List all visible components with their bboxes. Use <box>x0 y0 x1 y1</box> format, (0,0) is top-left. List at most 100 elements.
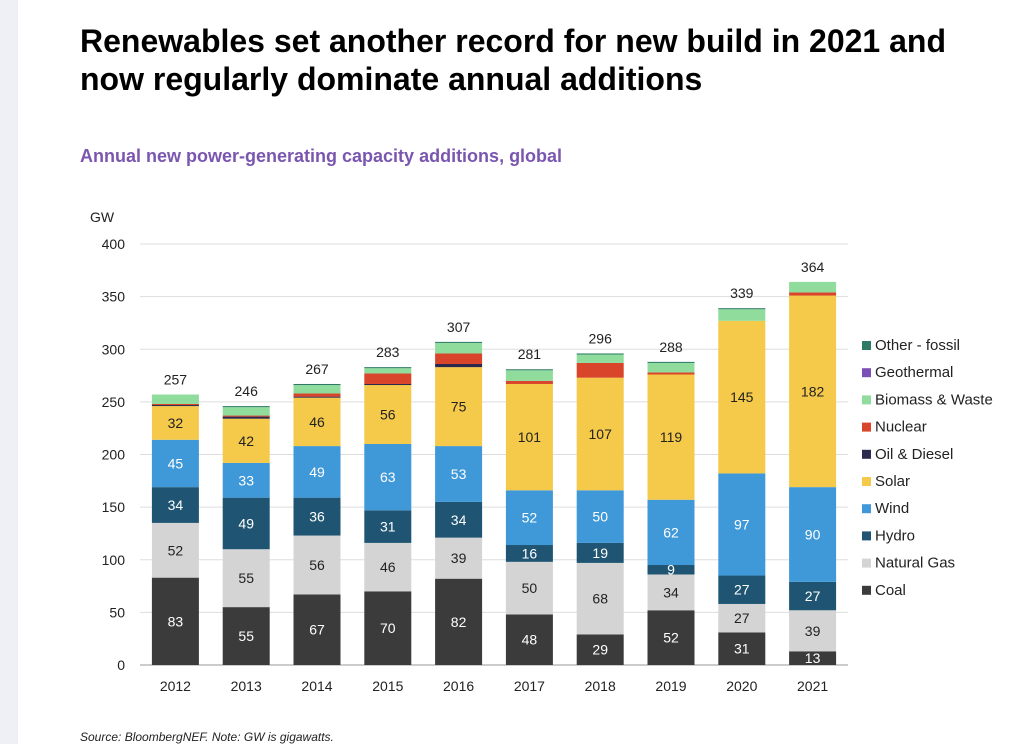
data-label: 33 <box>238 472 254 488</box>
bar-segment-oil-diesel <box>293 396 341 398</box>
bar-2019: 52 34 9 62 119 288 <box>647 339 695 665</box>
bar-segment-solar <box>293 397 341 447</box>
bar-segment-natural-gas <box>576 562 624 635</box>
left-edge-strip <box>0 0 18 744</box>
bar-segment-hydro <box>222 497 270 550</box>
bar-segment-biomass-waste <box>718 309 766 321</box>
legend-label: Geothermal <box>875 364 953 381</box>
bar-segment-wind <box>222 462 270 498</box>
bar-segment-other-fossil <box>576 353 624 355</box>
bar-segment-natural-gas <box>505 561 553 615</box>
bar-segment-other-fossil <box>505 369 553 371</box>
bar-segment-natural-gas <box>435 537 483 579</box>
legend-label: Oil & Diesel <box>875 446 953 463</box>
data-label: 32 <box>168 415 184 431</box>
data-label: 34 <box>663 584 679 600</box>
data-label: 50 <box>592 509 608 525</box>
data-label: 29 <box>592 642 608 658</box>
bar-2013: 55 55 49 33 42 246 <box>222 383 270 665</box>
bar-total-label: 364 <box>801 259 825 275</box>
data-label: 31 <box>734 641 750 657</box>
bar-segment-other-fossil <box>222 406 270 408</box>
bar-segment-wind <box>151 439 199 488</box>
bar-segment-nuclear <box>435 353 483 364</box>
data-label: 56 <box>380 407 396 423</box>
y-tick-label: 150 <box>102 499 126 515</box>
page-title: Renewables set another record for new bu… <box>80 23 946 97</box>
legend-swatch <box>862 422 871 432</box>
bar-segment-biomass-waste <box>789 281 837 293</box>
legend-swatch <box>862 395 871 405</box>
x-tick-label: 2020 <box>726 678 757 694</box>
bar-segment-nuclear <box>789 292 837 296</box>
data-label: 27 <box>805 588 821 604</box>
bar-segment-nuclear <box>151 403 199 406</box>
legend: Other - fossil Geothermal Biomass & Waste N… <box>862 337 993 599</box>
bar-2016: 82 39 34 53 75 307 <box>435 319 483 665</box>
bar-segment-hydro <box>647 565 695 575</box>
y-tick-label: 300 <box>102 341 126 357</box>
data-label: 52 <box>663 630 679 646</box>
bar-segment-solar <box>789 295 837 488</box>
bar-segment-hydro <box>151 487 199 523</box>
data-label: 9 <box>667 562 675 578</box>
bar-segment-wind <box>647 499 695 566</box>
data-label: 52 <box>168 542 184 558</box>
bar-segment-coal <box>718 632 766 665</box>
data-label: 70 <box>380 620 396 636</box>
bar-segment-nuclear <box>576 362 624 378</box>
y-tick-label: 250 <box>102 394 126 410</box>
bar-segment-oil-diesel <box>151 405 199 407</box>
legend-item: Coal <box>862 582 906 599</box>
bar-segment-solar <box>151 406 199 440</box>
y-axis-label: GW <box>90 209 115 225</box>
bar-total-label: 281 <box>518 346 542 362</box>
source-note: Source: BloombergNEF. Note: GW is gigawa… <box>80 730 334 744</box>
bar-2020: 31 27 27 97 145 339 <box>718 285 766 665</box>
data-label: 75 <box>451 399 467 415</box>
data-label: 97 <box>734 516 750 532</box>
chart-title: Annual new power-generating capacity add… <box>80 146 563 166</box>
legend-item: Wind <box>862 500 909 517</box>
x-tick-label: 2018 <box>585 678 616 694</box>
x-tick-label: 2019 <box>655 678 686 694</box>
data-label: 90 <box>805 526 821 542</box>
bar-segment-biomass-waste <box>222 407 270 416</box>
data-label: 145 <box>730 389 754 405</box>
legend-item: Solar <box>862 473 910 490</box>
data-label: 46 <box>309 414 325 430</box>
data-label: 42 <box>238 433 254 449</box>
bar-segment-coal <box>151 577 199 665</box>
bar-segment-solar <box>364 385 412 444</box>
legend-swatch <box>862 368 871 378</box>
x-axis-ticks: 2012 2013 2014 2015 2016 2017 2018 2019 2020 2021 <box>160 678 829 694</box>
bar-segment-solar <box>435 367 483 447</box>
bar-segment-other-fossil <box>435 341 483 343</box>
data-label: 16 <box>522 545 538 561</box>
bar-segment-biomass-waste <box>435 342 483 354</box>
legend-item: Oil & Diesel <box>862 446 953 463</box>
bar-segment-other-fossil <box>364 367 412 369</box>
bar-segment-coal <box>789 651 837 665</box>
bar-segment-wind <box>789 487 837 582</box>
data-label: 82 <box>451 614 467 630</box>
bar-total-label: 339 <box>730 285 754 301</box>
data-label: 34 <box>168 497 184 513</box>
bar-segment-wind <box>293 446 341 498</box>
bar-segment-nuclear <box>647 372 695 375</box>
legend-swatch <box>862 504 871 514</box>
bar-total-label: 267 <box>305 361 329 377</box>
data-label: 56 <box>309 557 325 573</box>
bar-segment-hydro <box>789 581 837 611</box>
bar-segment-hydro <box>576 542 624 563</box>
y-tick-label: 50 <box>109 604 125 620</box>
legend-label: Coal <box>875 582 906 599</box>
legend-swatch <box>862 585 871 595</box>
bar-segment-natural-gas <box>789 610 837 652</box>
bar-segment-natural-gas <box>222 549 270 608</box>
bar-total-label: 246 <box>235 383 259 399</box>
bar-segment-solar <box>718 320 766 474</box>
data-label: 83 <box>168 613 184 629</box>
bar-total-label: 307 <box>447 319 471 335</box>
bar-segment-oil-diesel <box>435 363 483 368</box>
